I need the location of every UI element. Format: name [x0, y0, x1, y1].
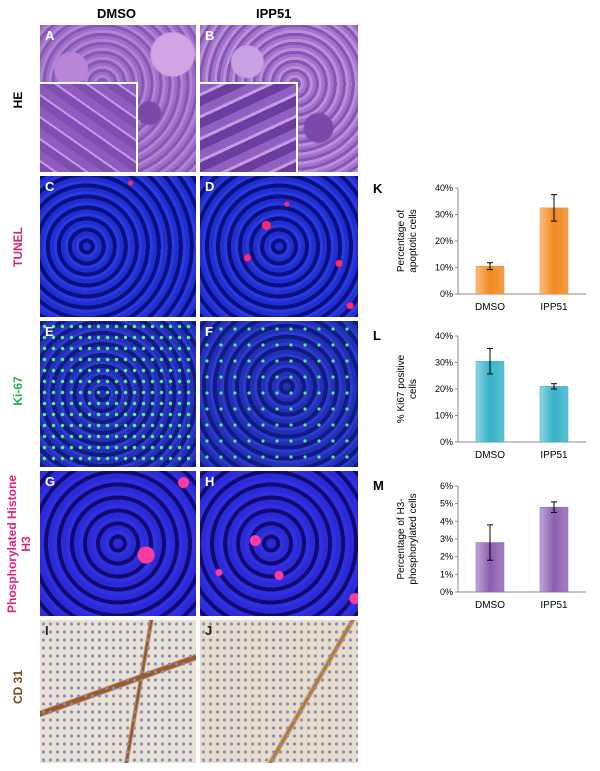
magnified-inset: [40, 82, 138, 172]
bar-ipp51: [539, 207, 569, 295]
y-tick-label: 0%: [440, 289, 453, 299]
bar-chart-m-svg: 0% 1% 2% 3% 4% 5% 6% DMSO IPP51 Percentage of H3-…: [396, 481, 586, 611]
bar-ipp51: [539, 386, 569, 443]
y-tick-label: 40%: [435, 183, 453, 193]
micrograph-panel-j: J: [200, 620, 358, 763]
panel-letter-i: I: [45, 623, 49, 638]
y-tick-label: 3%: [440, 534, 453, 544]
column-header-ipp51: IPP51: [256, 6, 292, 21]
micrograph-panel-e: E: [40, 321, 196, 467]
panel-letter-a: A: [45, 28, 55, 43]
bar-chart-k: 0% 10% 20% 30% 40% DMSO IPP51 Percentage ofapop…: [368, 178, 596, 318]
y-axis-label: % Ki67 positivecells: [396, 354, 419, 423]
x-category-label: DMSO: [475, 450, 505, 461]
y-tick-label: 10%: [435, 263, 453, 273]
y-tick-label: 30%: [435, 210, 453, 220]
y-tick-label: 4%: [440, 516, 453, 526]
bar-ipp51: [539, 506, 569, 593]
row-label-ki67: Ki-67: [11, 376, 25, 406]
y-tick-label: 2%: [440, 552, 453, 562]
x-category-label: DMSO: [475, 600, 505, 611]
panel-letter-e: E: [45, 324, 54, 339]
x-category-label: IPP51: [540, 302, 568, 313]
y-tick-label: 0%: [440, 437, 453, 447]
panel-letter-h: H: [205, 474, 215, 489]
micrograph-panel-c: C: [40, 176, 196, 317]
y-tick-label: 20%: [435, 384, 453, 394]
panel-letter-j: J: [205, 623, 213, 638]
row-label-cd31: CD 31: [11, 670, 25, 705]
panel-letter-d: D: [205, 179, 215, 194]
row-label-he: HE: [11, 91, 25, 109]
micrograph-panel-f: F: [200, 321, 358, 467]
x-category-label: DMSO: [475, 302, 505, 313]
y-tick-label: 40%: [435, 331, 453, 341]
bar-chart-k-svg: 0% 10% 20% 30% 40% DMSO IPP51 Percentage ofapop…: [396, 183, 586, 313]
y-tick-label: 20%: [435, 236, 453, 246]
micrograph-panel-a: A: [40, 25, 196, 172]
x-category-label: IPP51: [540, 600, 568, 611]
bar-chart-m: 0% 1% 2% 3% 4% 5% 6% DMSO IPP51 Percentage of H3-…: [368, 476, 596, 616]
chart-letter-l: L: [373, 328, 381, 343]
panel-letter-b: B: [205, 28, 215, 43]
micrograph-panel-b: B: [200, 25, 358, 172]
y-tick-label: 0%: [440, 587, 453, 597]
bar-chart-l-svg: 0% 10% 20% 30% 40% DMSO IPP51 % Ki67 positivece…: [396, 331, 586, 461]
panel-letter-g: G: [45, 474, 56, 489]
y-tick-label: 5%: [440, 499, 453, 509]
micrograph-panel-g: G: [40, 471, 196, 616]
y-axis-label: Percentage ofapoptotic cells: [396, 209, 419, 272]
chart-letter-k: K: [373, 181, 383, 196]
micrograph-panel-h: H: [200, 471, 358, 616]
panel-letter-c: C: [45, 179, 55, 194]
bar-chart-l: 0% 10% 20% 30% 40% DMSO IPP51 % Ki67 positivece…: [368, 326, 596, 466]
row-label-tunel: TUNEL: [11, 227, 25, 267]
bar-dmso: [475, 265, 505, 295]
micrograph-panel-i: I: [40, 620, 196, 763]
chart-letter-m: M: [373, 478, 384, 493]
y-tick-label: 30%: [435, 358, 453, 368]
row-label-phospho-h3: Phosphorylated Histone H3: [5, 474, 33, 614]
panel-letter-f: F: [205, 324, 213, 339]
y-tick-label: 1%: [440, 569, 453, 579]
magnified-inset: [200, 82, 298, 172]
column-header-dmso: DMSO: [97, 6, 136, 21]
y-axis-label: Percentage of H3-phosphorylated cells: [396, 493, 419, 584]
micrograph-panel-d: D: [200, 176, 358, 317]
y-tick-label: 6%: [440, 481, 453, 491]
x-category-label: IPP51: [540, 450, 568, 461]
y-tick-label: 10%: [435, 411, 453, 421]
